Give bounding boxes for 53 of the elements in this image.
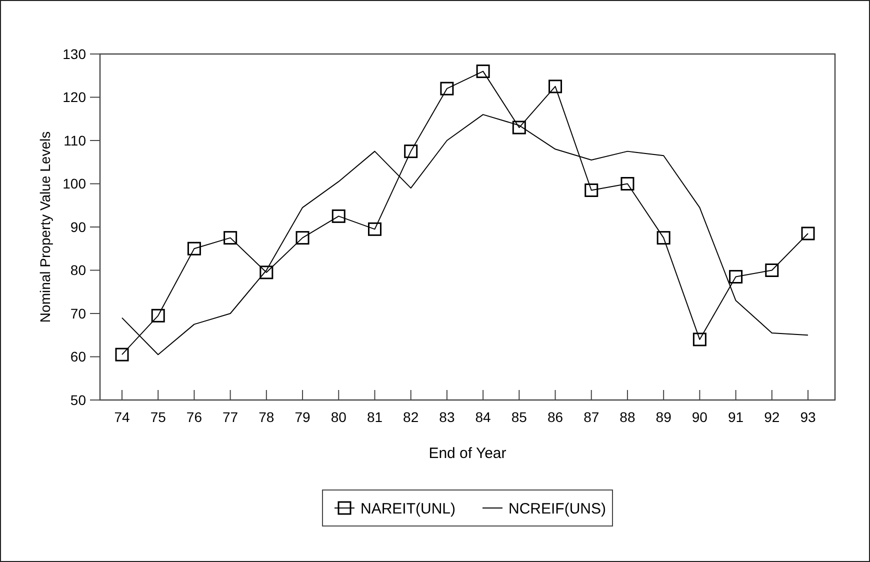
x-tick-label: 74 [114, 409, 130, 425]
point [801, 226, 815, 240]
x-tick-label: 92 [764, 409, 780, 425]
legend-label: NCREIF(UNS) [508, 500, 606, 518]
point [548, 80, 562, 94]
x-tick-label: 81 [366, 409, 383, 425]
y-tick-label: 130 [62, 46, 86, 62]
x-tick-label: 89 [656, 409, 672, 425]
point [187, 242, 201, 256]
x-tick-label: 83 [439, 409, 455, 425]
point [224, 231, 238, 245]
point [260, 266, 274, 280]
x-tick-label: 91 [728, 409, 744, 425]
x-tick-label: 87 [584, 409, 600, 425]
y-tick-label: 70 [70, 305, 86, 322]
point [332, 209, 346, 223]
x-tick-label: 84 [475, 409, 492, 425]
y-tick-label: 60 [70, 348, 86, 365]
x-tick-label: 80 [330, 409, 347, 425]
x-tick-label: 86 [547, 409, 564, 425]
y-axis-title: Nominal Property Value Levels [37, 131, 53, 323]
x-tick-label: 77 [222, 409, 238, 425]
x-tick-label: 78 [258, 409, 274, 425]
point [368, 222, 382, 236]
legend-label: NAREIT(UNL) [360, 500, 456, 518]
x-axis-title: End of Year [428, 445, 506, 462]
x-tick-label: 79 [294, 409, 311, 425]
y-tick-label: 110 [64, 132, 86, 148]
y-tick-label: 80 [70, 262, 86, 278]
x-tick-label: 82 [403, 409, 419, 425]
x-tick-label: 90 [692, 409, 708, 425]
point [440, 82, 454, 96]
x-tick-label: 75 [150, 409, 166, 425]
y-tick-label: 120 [62, 89, 86, 106]
point [620, 177, 634, 190]
point [765, 264, 779, 277]
x-tick-label: 88 [620, 409, 636, 425]
point [296, 231, 310, 245]
point [692, 332, 706, 346]
point [115, 348, 129, 362]
point [729, 270, 743, 284]
y-tick-label: 100 [62, 176, 86, 192]
y-tick-label: 50 [70, 392, 86, 408]
point [512, 120, 526, 134]
point [584, 183, 598, 197]
x-tick-label: 93 [800, 409, 816, 425]
point [404, 144, 418, 158]
point [656, 231, 670, 245]
x-tick-label: 85 [511, 409, 528, 425]
point [476, 64, 490, 78]
y-tick-label: 90 [70, 218, 86, 235]
x-tick-label: 76 [186, 409, 202, 425]
point [151, 308, 165, 322]
